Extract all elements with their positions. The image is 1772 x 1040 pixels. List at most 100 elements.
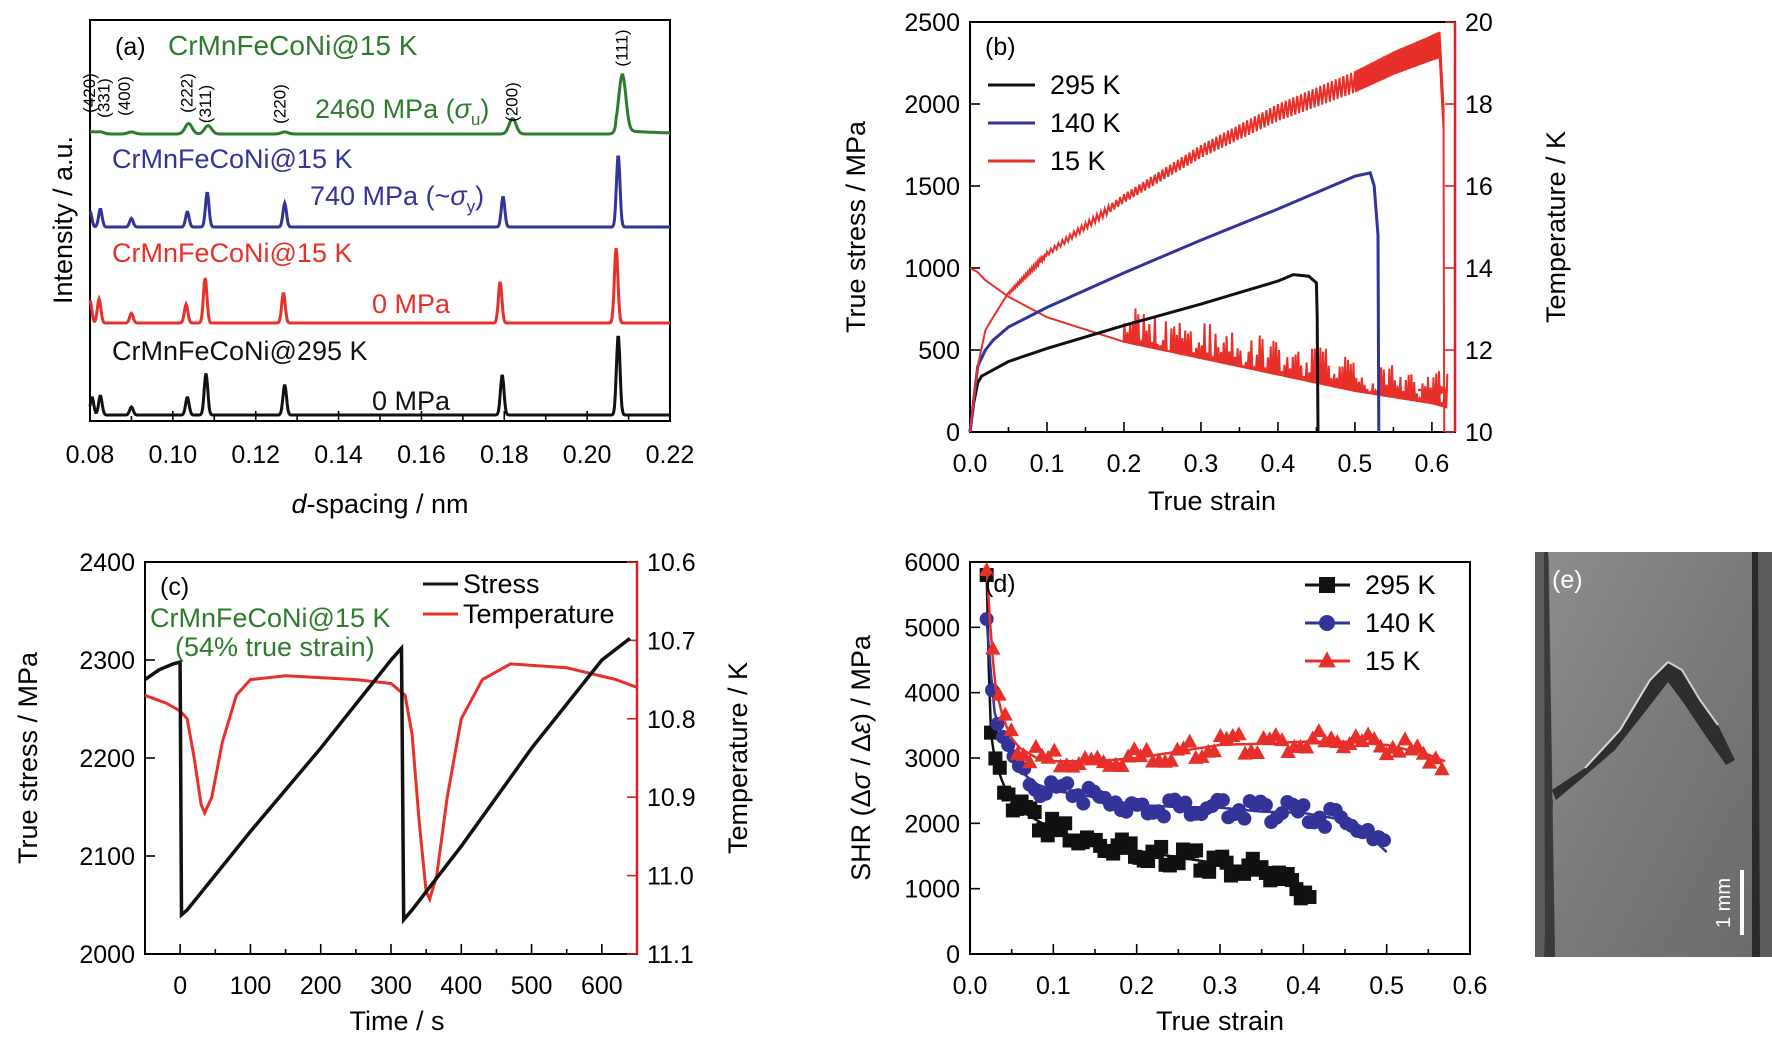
panel-b-y-tick-label: 1000 — [904, 255, 960, 283]
panel-d-point-red — [997, 706, 1013, 721]
panel-d-point-blue — [1274, 806, 1289, 821]
panel-c-label: (c) — [160, 573, 189, 601]
panel-d-point-blue — [1156, 809, 1171, 824]
panel-d-point-red — [1046, 742, 1063, 757]
panel-b-x-tick-label: 0.0 — [953, 450, 988, 478]
panel-d-x-tick-label: 0.4 — [1286, 972, 1321, 1000]
panel-a-peak-label: (400) — [115, 76, 134, 116]
sem-specimen — [1548, 552, 1752, 957]
panel-d-point-red — [1409, 738, 1426, 753]
panel-d-point-red — [1274, 732, 1290, 747]
panel-d-x-tick-label: 0.0 — [953, 972, 988, 1000]
panel-c-y2-axis-label: Temperature / K — [723, 662, 753, 854]
panel-b-y-tick-label: 2000 — [904, 91, 960, 119]
panel-d-point-black — [1123, 836, 1138, 851]
panel-a-peak-label: (420) — [80, 73, 99, 113]
panel-d-y-tick-label: 5000 — [904, 614, 960, 642]
panel-d-point-red — [1003, 722, 1019, 737]
sem-scale-bar-label: 1 mm — [1713, 878, 1735, 928]
panel-c-y2-tick-label: 11.0 — [647, 863, 694, 891]
panel-a-x-tick-label: 0.20 — [563, 441, 612, 469]
panel-d-point-red — [1366, 730, 1382, 745]
panel-a-x-tick-label: 0.16 — [397, 441, 446, 469]
panel-a-x-tick-label: 0.18 — [480, 441, 529, 469]
panel-c-serrations: 0 100 200 300 400 500 600 2000 2100 2200 2300 2400 1… — [13, 549, 753, 1036]
panel-d-point-blue — [1376, 833, 1391, 848]
panel-b-y-tick-label: 2500 — [904, 9, 960, 37]
panel-c-y-axis-label: True stress / MPa — [13, 651, 43, 864]
panel-c-x-tick-label: 200 — [300, 972, 342, 1000]
panel-c-y-tick-label: 2000 — [79, 941, 135, 969]
panel-c-legend-label-black: Stress — [463, 569, 540, 599]
panel-d-y-axis-label: SHR (Δσ / Δε) / MPa — [846, 634, 876, 881]
panel-d-point-black — [1202, 864, 1217, 879]
panel-d-point-black — [1154, 839, 1169, 854]
panel-a-stress-label-blue: 740 MPa (~σy) — [310, 181, 484, 216]
panel-b-temperature-curve — [969, 267, 1449, 409]
panel-d-point-blue — [1001, 738, 1016, 753]
panel-d-point-red — [1126, 741, 1143, 756]
panel-d-point-red — [1163, 752, 1179, 767]
panel-b-y2-tick-label: 18 — [1465, 91, 1493, 119]
panel-d-x-tick-label: 0.1 — [1036, 972, 1071, 1000]
panel-d-point-blue — [979, 612, 994, 627]
panel-a-x-tick-label: 0.10 — [149, 441, 198, 469]
panel-d-point-red — [1428, 750, 1444, 765]
panel-a-label: (a) — [115, 33, 146, 61]
panel-d-point-red — [1415, 745, 1432, 760]
panel-d-point-red — [985, 640, 1001, 655]
panel-d-point-black — [1001, 787, 1016, 802]
panel-d-legend-label-blue: 140 K — [1365, 608, 1436, 638]
panel-b-stress-strain: 0.0 0.1 0.2 0.3 0.4 0.5 0.6 0 500 1000 1500 2000 250… — [841, 9, 1571, 516]
panel-d-point-blue — [1317, 819, 1332, 834]
panel-b-x-tick-label: 0.2 — [1107, 450, 1142, 478]
panel-d-point-red — [1341, 735, 1358, 750]
panel-a-pattern-green — [89, 73, 670, 136]
panel-a-x-tick-label: 0.12 — [231, 441, 280, 469]
panel-b-x-tick-label: 0.4 — [1261, 450, 1296, 478]
panel-c-y-tick-label: 2400 — [79, 549, 135, 577]
panel-c-y2-tick-label: 10.9 — [647, 784, 696, 812]
panel-a-peak-label: (331) — [95, 78, 114, 118]
panel-a-stress-label-black: 0 MPa — [372, 386, 451, 416]
panel-d-point-black — [1058, 816, 1073, 831]
panel-b-y2-axis-label: Temperature / K — [1541, 131, 1571, 323]
panel-d-point-red — [1305, 730, 1321, 745]
panel-c-y-tick-label: 2100 — [79, 843, 135, 871]
panel-d-point-blue — [1060, 776, 1075, 791]
panel-c-annotation-line2: (54% true strain) — [175, 632, 375, 662]
panel-b-y-tick-label: 1500 — [904, 173, 960, 201]
panel-d-y-tick-label: 6000 — [904, 549, 960, 577]
panel-d-y-tick-label: 1000 — [904, 876, 960, 904]
panel-d-x-axis-label: True strain — [1156, 1006, 1284, 1036]
sem-crack — [1552, 662, 1735, 800]
panel-d-point-red — [1114, 757, 1130, 772]
panel-b-x-tick-label: 0.6 — [1415, 450, 1450, 478]
panel-b-x-axis-label: True strain — [1148, 486, 1276, 516]
panel-c-y2-tick-label: 10.8 — [647, 706, 696, 734]
panel-c-legend-label-red: Temperature — [463, 599, 615, 629]
panel-d-point-red — [991, 686, 1007, 701]
panel-a-series-label-red: CrMnFeCoNi@15 K — [112, 238, 352, 268]
panel-a-xrd-patterns: 0.08 0.10 0.12 0.14 0.16 0.18 0.20 0.22 (420)(3… — [48, 19, 694, 519]
panel-a-peak-label: (220) — [271, 84, 290, 124]
panel-c-x-tick-label: 600 — [581, 972, 623, 1000]
panel-a-series-label-black: CrMnFeCoNi@295 K — [112, 336, 368, 366]
panel-c-y-tick-label: 2200 — [79, 745, 135, 773]
panel-d-x-tick-label: 0.6 — [1453, 972, 1488, 1000]
panel-c-y2-tick-label: 11.1 — [647, 941, 694, 969]
panel-b-y-axis-label: True stress / MPa — [841, 120, 871, 333]
panel-d-point-red — [1181, 733, 1198, 748]
panel-c-x-tick-label: 400 — [440, 972, 482, 1000]
panel-d-legend-marker-black — [1319, 577, 1335, 593]
panel-d-point-red — [1311, 723, 1327, 738]
panel-d-point-red — [1434, 761, 1450, 776]
panel-a-y-axis-label: Intensity / a.u. — [48, 136, 78, 304]
panel-a-stress-label-red: 0 MPa — [372, 289, 451, 319]
panel-c-x-axis-label: Time / s — [349, 1006, 444, 1036]
panel-b-x-tick-label: 0.5 — [1338, 450, 1373, 478]
panel-d-x-tick-label: 0.2 — [1119, 972, 1154, 1000]
panel-d-point-red — [1372, 738, 1389, 753]
panel-b-axis-arrow-head — [1438, 384, 1448, 396]
panel-d-legend-marker-red — [1318, 651, 1336, 668]
